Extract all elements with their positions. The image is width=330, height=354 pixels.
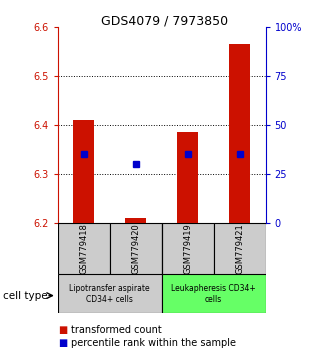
- Text: GSM779418: GSM779418: [79, 223, 88, 274]
- Bar: [125, 218, 146, 223]
- Text: percentile rank within the sample: percentile rank within the sample: [71, 338, 236, 348]
- Text: GSM779420: GSM779420: [131, 223, 140, 274]
- Text: transformed count: transformed count: [71, 325, 162, 335]
- Bar: [58, 274, 162, 313]
- Bar: [229, 44, 250, 223]
- Text: Leukapheresis CD34+
cells: Leukapheresis CD34+ cells: [171, 284, 256, 303]
- Text: ■: ■: [58, 325, 67, 335]
- Text: Lipotransfer aspirate
CD34+ cells: Lipotransfer aspirate CD34+ cells: [69, 284, 150, 303]
- Text: ■: ■: [58, 338, 67, 348]
- Bar: [58, 223, 110, 274]
- Text: GDS4079 / 7973850: GDS4079 / 7973850: [101, 15, 229, 28]
- Bar: [214, 223, 266, 274]
- Bar: [177, 132, 198, 223]
- Bar: [162, 274, 266, 313]
- Bar: [162, 223, 214, 274]
- Text: GSM779421: GSM779421: [235, 223, 244, 274]
- Bar: [110, 223, 162, 274]
- Text: GSM779419: GSM779419: [183, 223, 192, 274]
- Bar: [73, 120, 94, 223]
- Text: cell type: cell type: [3, 291, 48, 301]
